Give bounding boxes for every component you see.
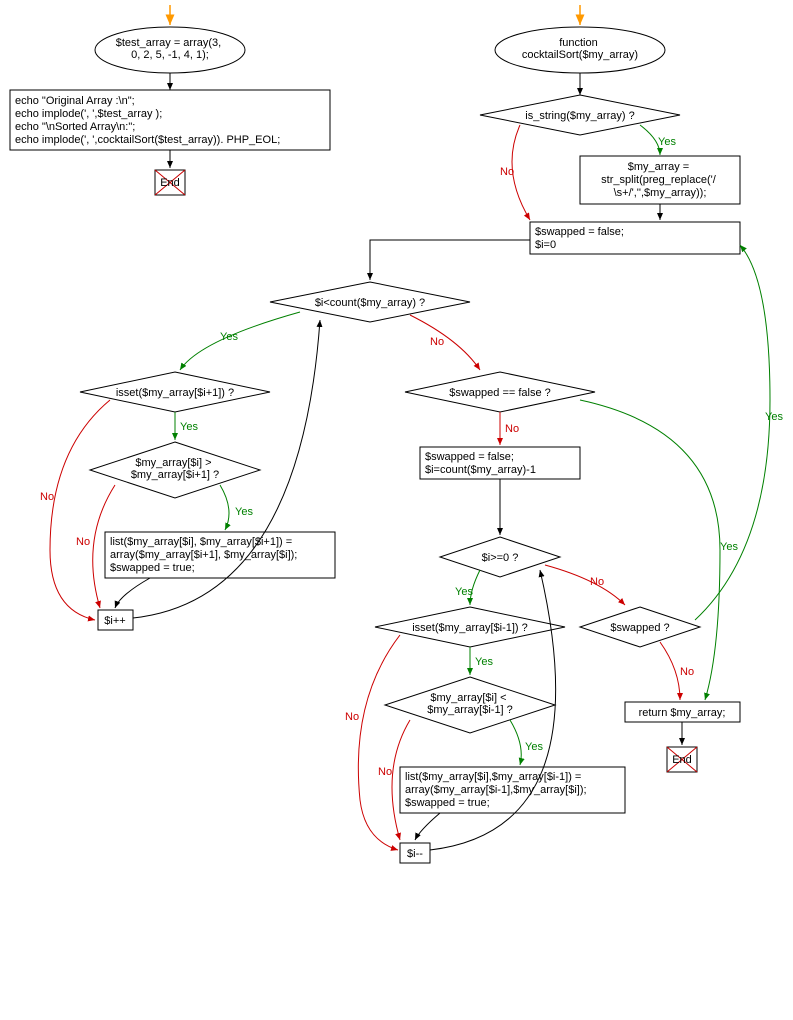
node-swap1-text: list($my_array[$i], $my_array[$i+1]) = a…	[110, 536, 300, 574]
label-lt-no: No	[378, 766, 392, 778]
node-start-right-text: function cocktailSort($my_array)	[522, 37, 638, 61]
edge-swappedinit-icount	[370, 240, 530, 280]
node-swap2-text: list($my_array[$i],$my_array[$i-1]) = ar…	[405, 771, 590, 809]
edge-icount-yes	[180, 312, 300, 370]
edge-swap1-inci	[115, 578, 150, 608]
label-isstring-yes: Yes	[658, 136, 676, 148]
node-swapped-init-text: $swapped = false; $i=0	[535, 226, 627, 251]
label-swapped2-no: No	[680, 666, 694, 678]
label-gt-yes: Yes	[235, 506, 253, 518]
node-gt-check-text: $my_array[$i] > $my_array[$i+1] ?	[131, 457, 219, 481]
node-echo-block-text: echo "Original Array :\n"; echo implode(…	[15, 95, 280, 146]
label-igte0-yes: Yes	[455, 586, 473, 598]
node-end-left: End	[155, 170, 185, 195]
edge-igte0-no	[545, 565, 625, 605]
node-start-left-text: $test_array = array(3, 0, 2, 5, -1, 4, 1…	[116, 37, 225, 61]
node-str-split-text: $my_array = str_split(preg_replace('/ \s…	[601, 161, 719, 199]
node-isset-i1-text: isset($my_array[$i+1]) ?	[116, 387, 234, 399]
node-return-text: return $my_array;	[639, 707, 726, 719]
edge-isstring-no	[512, 125, 530, 220]
edge-isstring-yes	[640, 125, 660, 155]
node-is-string-text: is_string($my_array) ?	[525, 110, 634, 122]
node-swapped-check2-text: $swapped ?	[610, 622, 669, 634]
label-swapped2-yes: Yes	[765, 411, 783, 423]
edge-swappedfalse-yes	[580, 400, 720, 700]
node-dec-i-text: $i--	[407, 848, 423, 860]
edge-isset-no	[50, 400, 110, 620]
edge-icount-no	[410, 315, 480, 370]
label-lt-yes: Yes	[525, 741, 543, 753]
edge-swapped2-yes	[695, 245, 770, 620]
label-isstring-no: No	[500, 166, 514, 178]
label-swappedfalse-yes: Yes	[720, 541, 738, 553]
label-swappedfalse-no: No	[505, 423, 519, 435]
label-isset-no: No	[40, 491, 54, 503]
node-i-gte-0-text: $i>=0 ?	[482, 552, 519, 564]
edge-issetim1-no	[358, 635, 400, 850]
label-igte0-no: No	[590, 576, 604, 588]
svg-text:End: End	[160, 177, 180, 189]
node-end-right: End	[667, 747, 697, 772]
label-gt-no: No	[76, 536, 90, 548]
node-swapped-false-check-text: $swapped == false ?	[449, 387, 551, 399]
node-lt-check-text: $my_array[$i] < $my_array[$i-1] ?	[427, 692, 513, 716]
edge-swapped2-no	[660, 642, 680, 700]
node-i-lt-count-text: $i<count($my_array) ?	[315, 297, 425, 309]
edge-lt-yes	[510, 720, 521, 765]
flowchart-canvas: $test_array = array(3, 0, 2, 5, -1, 4, 1…	[0, 0, 793, 1020]
label-icount-no: No	[430, 336, 444, 348]
edge-gt-yes	[220, 485, 229, 530]
edge-swap2-deci	[415, 813, 440, 840]
svg-text:End: End	[672, 754, 692, 766]
node-isset-im1-text: isset($my_array[$i-1]) ?	[412, 622, 528, 634]
label-icount-yes: Yes	[220, 331, 238, 343]
node-inc-i-text: $i++	[104, 615, 125, 627]
label-issetim1-no: No	[345, 711, 359, 723]
label-issetim1-yes: Yes	[475, 656, 493, 668]
node-swapped-reset-text: $swapped = false; $i=count($my_array)-1	[425, 451, 536, 476]
label-isset-yes: Yes	[180, 421, 198, 433]
